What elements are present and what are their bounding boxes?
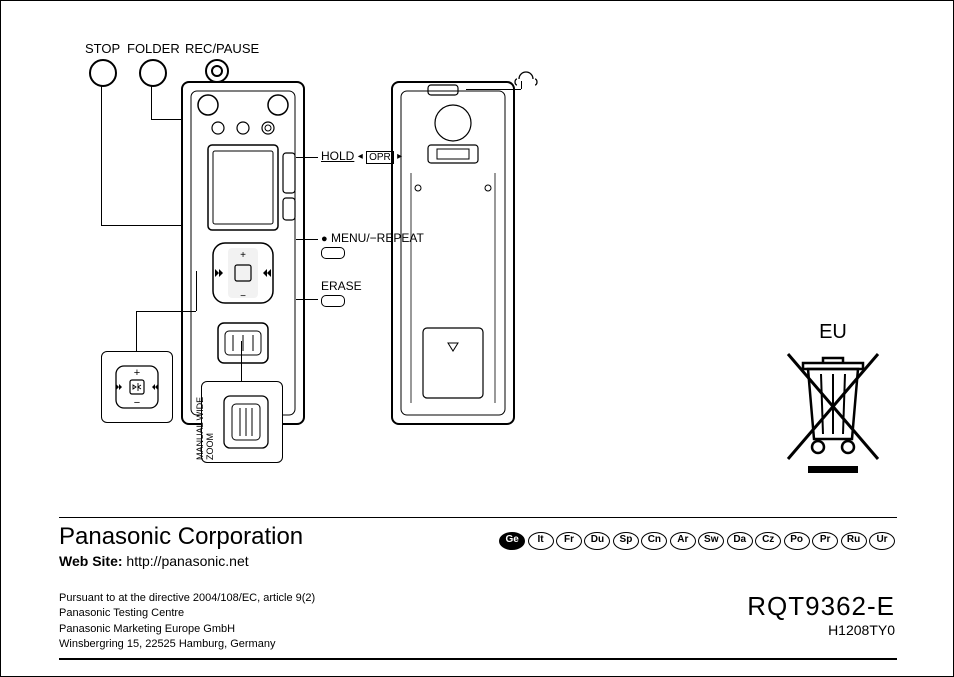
legal-line4: Winsbergring 15, 22525 Hamburg, Germany (59, 637, 315, 652)
stop-label: STOP (85, 41, 120, 56)
stop-button-icon (89, 59, 117, 87)
hold-text: HOLD (321, 149, 354, 163)
menu-text: MENU/−REPEAT (331, 231, 424, 245)
leader-line (136, 311, 196, 312)
leader-line (241, 341, 242, 381)
legal-line2: Panasonic Testing Centre (59, 606, 315, 621)
legal-line3: Panasonic Marketing Europe GmbH (59, 622, 315, 637)
lang-fr: Fr (556, 532, 582, 550)
leader-line (466, 89, 521, 90)
leader-line (296, 157, 318, 158)
bottom-rule (59, 658, 897, 660)
weee-symbol: EU (773, 321, 893, 481)
website-line: Web Site: http://panasonic.net (59, 553, 897, 569)
erase-text: ERASE (321, 279, 362, 293)
hold-opr-label: HOLD ◂ OPR ▸ (321, 149, 402, 163)
dpad-detail-icon: + − (102, 352, 172, 422)
website-label: Web Site: (59, 553, 123, 569)
menu-pill-icon (321, 247, 345, 259)
lang-ru: Ru (841, 532, 867, 550)
device-diagram: STOP FOLDER REC/PAUSE (71, 41, 671, 501)
lang-sp: Sp (613, 532, 639, 550)
svg-text:+: + (240, 250, 246, 261)
leader-line (196, 271, 197, 311)
leader-line (296, 239, 318, 240)
lang-ur: Ur (869, 532, 895, 550)
lang-ge: Ge (499, 532, 525, 550)
erase-pill-icon (321, 295, 345, 307)
lang-cn: Cn (641, 532, 667, 550)
arrow-left-icon: ◂ (358, 151, 363, 162)
leader-line (296, 299, 318, 300)
lang-ar: Ar (670, 532, 696, 550)
lang-da: Da (727, 532, 753, 550)
weee-bin-icon (773, 344, 893, 484)
leader-line (151, 85, 152, 119)
device-front-view: + − (181, 81, 305, 425)
lang-sw: Sw (698, 532, 724, 550)
rec-button-icon (205, 59, 229, 83)
recpause-label: REC/PAUSE (185, 41, 259, 56)
legal-text: Pursuant to at the directive 2004/108/EC… (59, 591, 315, 653)
lang-du: Du (584, 532, 610, 550)
svg-text:−: − (240, 291, 246, 302)
leader-line (136, 311, 137, 351)
svg-text:−: − (134, 397, 140, 409)
lang-cz: Cz (755, 532, 781, 550)
leader-line (521, 81, 522, 89)
leader-line (101, 85, 102, 225)
lang-it: It (528, 532, 554, 550)
folder-label: FOLDER (127, 41, 180, 56)
headphone-icon (511, 61, 541, 91)
leader-line (101, 225, 191, 226)
lang-po: Po (784, 532, 810, 550)
device-front-svg: + − (183, 83, 303, 423)
eu-label: EU (773, 321, 893, 344)
dpad-callout: + − (101, 351, 173, 423)
svg-text:+: + (134, 367, 140, 379)
page: STOP FOLDER REC/PAUSE (0, 0, 954, 677)
divider (59, 517, 897, 518)
opr-text: OPR (366, 151, 394, 164)
zoom-label: MANUAL WIDE ZOOM (195, 384, 215, 460)
document-code: RQT9362-E H1208TY0 (747, 591, 895, 638)
erase-label: ERASE (321, 279, 362, 307)
language-bubbles: Ge It Fr Du Sp Cn Ar Sw Da Cz Po Pr Ru U… (501, 529, 895, 550)
doc-code-sub: H1208TY0 (747, 622, 895, 638)
lang-pr: Pr (812, 532, 838, 550)
folder-button-icon (139, 59, 167, 87)
menu-repeat-label: ● MENU/−REPEAT (321, 231, 424, 259)
legal-line1: Pursuant to at the directive 2004/108/EC… (59, 591, 315, 606)
arrow-right-icon: ▸ (397, 151, 402, 162)
website-url: http://panasonic.net (126, 553, 248, 569)
doc-code-main: RQT9362-E (747, 591, 895, 622)
